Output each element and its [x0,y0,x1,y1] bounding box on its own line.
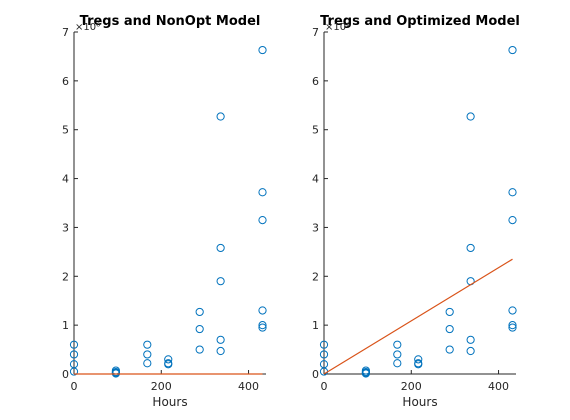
data-point [393,350,402,359]
data-point [216,243,225,253]
x-tick-label: 400 [488,380,509,393]
y-tick-label: 4 [62,173,69,186]
x-axis-label: Hours [402,395,437,409]
y-tick-label: 1 [312,319,319,332]
y-tick-label: 5 [312,124,319,137]
y-tick-label: 3 [62,221,69,234]
x-axis-label: Hours [152,395,187,409]
data-point [508,188,517,197]
data-point [319,350,329,359]
data-point [508,321,517,330]
data-point [508,216,517,225]
data-point [393,340,402,349]
data-point [508,45,517,55]
data-point [195,324,204,334]
subplot-title: Tregs and NonOpt Model [80,14,261,29]
data-point [143,340,152,349]
model-fit-line [323,258,513,375]
data-point [466,112,475,121]
data-point [393,359,402,368]
y-tick-label: 7 [312,26,319,39]
y-tick-label: 1 [62,319,69,332]
data-point [466,335,475,344]
data-point [216,277,225,286]
data-point [508,323,517,332]
subplot-title: Tregs and Optimized Model [320,14,520,29]
data-point [216,335,225,344]
data-point [258,306,267,315]
data-point [414,355,423,364]
data-point [466,243,475,253]
data-point [216,346,225,356]
data-point [258,45,267,55]
data-point [466,346,475,356]
data-point [508,306,517,315]
subplot-optimized-model: Tregs and Optimized Model ×10⁶ Hours 0 1 2… [312,14,520,409]
x-tick-label: 400 [238,380,259,393]
data-point [216,112,225,121]
y-tick-label: 6 [62,75,69,88]
data-point [195,307,204,317]
data-point [164,355,173,364]
data-point [143,350,152,359]
data-point [319,340,329,349]
y-tick-label: 7 [62,26,69,39]
x-tick-label: 200 [151,380,172,393]
y-tick-label: 2 [62,270,69,283]
data-point [195,345,204,354]
y-tick-label: 0 [312,368,319,381]
y-exponent-label: ×10⁶ [325,22,350,33]
data-point [258,188,267,197]
y-tick-label: 5 [62,124,69,137]
data-point [164,360,173,369]
x-tick-label: 0 [321,380,328,393]
y-exponent-label: ×10⁶ [75,22,100,33]
data-point [69,367,79,376]
data-point [258,323,267,332]
data-point [143,359,152,368]
data-point [258,321,267,330]
data-point [445,307,454,317]
data-point [445,324,454,334]
data-point [414,360,423,369]
data-point [361,369,370,378]
data-point [69,340,79,349]
y-tick-label: 3 [312,221,319,234]
y-tick-label: 2 [312,270,319,283]
x-tick-label: 200 [401,380,422,393]
subplot-nonopt-model: Tregs and NonOpt Model ×10⁶ Hours 0 1 2 3 4 5… [62,14,267,409]
y-tick-label: 6 [312,75,319,88]
data-point [258,216,267,225]
y-tick-label: 4 [312,173,319,186]
data-point [445,345,454,354]
x-tick-label: 0 [71,380,78,393]
data-point [69,350,79,359]
y-tick-label: 0 [62,368,69,381]
